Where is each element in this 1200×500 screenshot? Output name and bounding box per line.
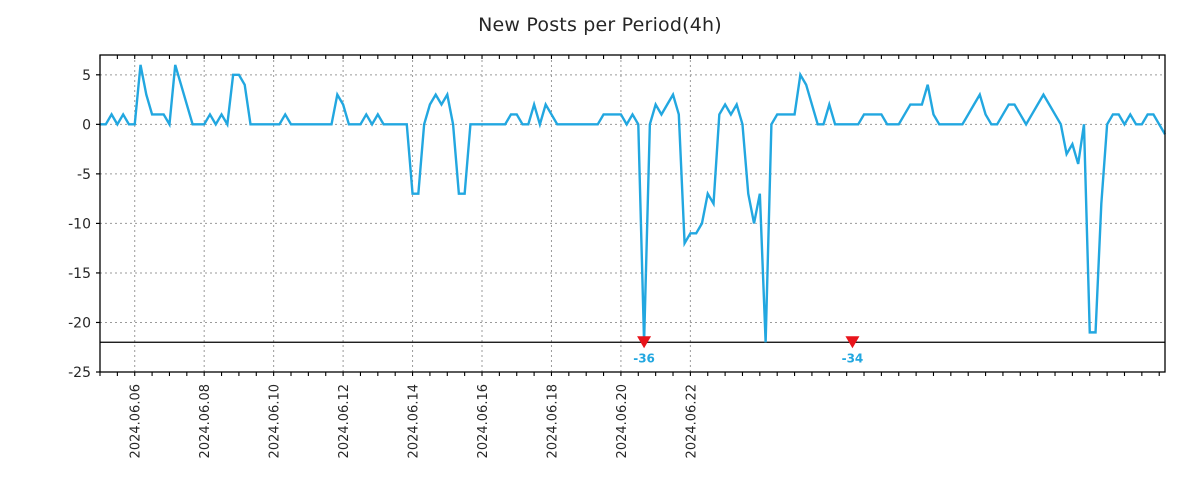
annotation-triangle-icon — [845, 336, 860, 349]
x-tick-label: 2024.06.12 — [337, 384, 352, 458]
x-tick-label: 2024.06.08 — [198, 384, 213, 458]
y-tick-label: -25 — [68, 365, 91, 381]
x-tick-label: 2024.06.18 — [545, 384, 560, 458]
annotation-value-label: -34 — [842, 351, 864, 365]
chart-title: New Posts per Period(4h) — [478, 14, 722, 36]
x-tick-label: 2024.06.22 — [684, 384, 699, 458]
x-axis-minor-ticks — [99, 55, 1160, 376]
y-tick-label: -5 — [77, 167, 91, 183]
y-tick-label: 0 — [82, 117, 91, 133]
x-tick-label: 2024.06.20 — [615, 384, 630, 458]
x-tick-label: 2024.06.10 — [268, 384, 283, 458]
annotation-triangle-icon — [637, 336, 652, 349]
x-tick-label: 2024.06.14 — [407, 384, 422, 458]
x-tick-label: 2024.06.16 — [476, 384, 491, 458]
plot-background — [100, 55, 1165, 372]
x-tick-label: 2024.06.06 — [129, 384, 144, 458]
y-axis-ticks: 5 0 -5 -10 -15 -20 -25 — [68, 68, 100, 381]
y-tick-label: -10 — [68, 216, 91, 232]
annotation-value-label: -36 — [633, 351, 655, 365]
y-tick-label: -15 — [68, 266, 91, 282]
y-tick-label: -20 — [68, 315, 91, 331]
annotation-markers: -36 -34 — [633, 336, 863, 365]
data-series-line[interactable] — [100, 64, 1167, 343]
y-tick-label: 5 — [82, 68, 91, 84]
x-axis-ticks: 2024.06.06 2024.06.08 2024.06.10 2024.06.12… — [129, 384, 700, 458]
plot-frame — [99, 54, 1166, 373]
